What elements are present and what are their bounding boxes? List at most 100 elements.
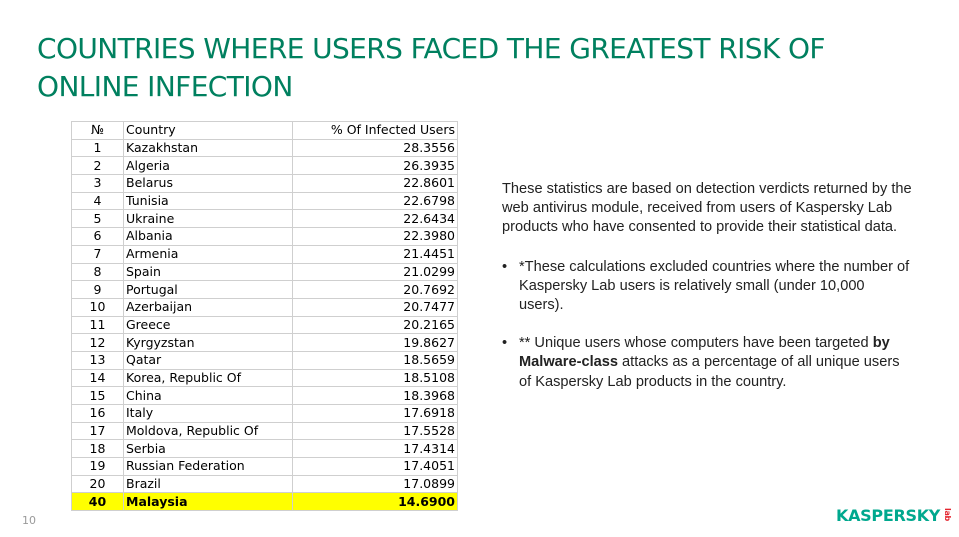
- header-number: №: [71, 121, 124, 140]
- header-country: Country: [123, 121, 293, 140]
- cell-percent: 21.0299: [292, 262, 458, 282]
- table-row: 40 Malaysia 14.6900: [71, 492, 458, 512]
- table-row: 5 Ukraine 22.6434: [71, 209, 458, 229]
- table-row: 7 Armenia 21.4451: [71, 244, 458, 264]
- cell-country: Russian Federation: [123, 457, 293, 476]
- cell-number: 12: [71, 333, 124, 352]
- cell-percent: 20.7692: [292, 280, 458, 299]
- cell-country: Brazil: [123, 474, 293, 494]
- cell-percent: 17.4051: [292, 457, 458, 476]
- logo-lab-mark: lab: [943, 508, 953, 521]
- table-row: 8 Spain 21.0299: [71, 262, 458, 282]
- table-row: 14 Korea, Republic Of 18.5108: [71, 368, 458, 388]
- table-row: 9 Portugal 20.7692: [71, 280, 458, 299]
- cell-number: 11: [71, 315, 124, 335]
- cell-country: Serbia: [123, 439, 293, 459]
- cell-percent: 22.6798: [292, 191, 458, 211]
- cell-country: Algeria: [123, 156, 293, 176]
- cell-country: Tunisia: [123, 191, 293, 211]
- table-row: 2 Algeria 26.3935: [71, 156, 458, 176]
- table-row: 18 Serbia 17.4314: [71, 439, 458, 459]
- cell-country: China: [123, 386, 293, 405]
- cell-number: 5: [71, 209, 124, 229]
- cell-number: 9: [71, 280, 124, 299]
- cell-number: 13: [71, 350, 124, 370]
- cell-number: 17: [71, 421, 124, 441]
- table-row: 15 China 18.3968: [71, 386, 458, 405]
- notes-list: • *These calculations excluded countries…: [502, 258, 912, 392]
- table-row: 20 Brazil 17.0899: [71, 474, 458, 494]
- cell-number: 6: [71, 227, 124, 246]
- cell-country: Malaysia: [123, 492, 293, 512]
- table-row: 11 Greece 20.2165: [71, 315, 458, 335]
- header-percent-infected: % Of Infected Users: [292, 121, 458, 140]
- cell-percent: 22.8601: [292, 174, 458, 193]
- note-text: *These calculations excluded countries w…: [519, 258, 910, 314]
- bullet-icon: •: [502, 258, 508, 275]
- table-header-row: № Country % Of Infected Users: [71, 121, 458, 140]
- cell-percent: 22.3980: [292, 227, 458, 246]
- cell-country: Moldova, Republic Of: [123, 421, 293, 441]
- note-text-after: attacks as a percentage of all unique us…: [519, 354, 900, 390]
- table-row: 4 Tunisia 22.6798: [71, 191, 458, 211]
- cell-number: 18: [71, 439, 124, 459]
- note-item: • ** Unique users whose computers have b…: [502, 334, 912, 392]
- note-text-before: ** Unique users whose computers have bee…: [519, 335, 873, 352]
- cell-number: 8: [71, 262, 124, 282]
- cell-country: Ukraine: [123, 209, 293, 229]
- cell-percent: 17.4314: [292, 439, 458, 459]
- cell-percent: 26.3935: [292, 156, 458, 176]
- note-item: • *These calculations excluded countries…: [502, 258, 912, 316]
- cell-percent: 17.5528: [292, 421, 458, 441]
- cell-percent: 21.4451: [292, 244, 458, 264]
- page-number: 10: [22, 514, 36, 527]
- cell-country: Qatar: [123, 350, 293, 370]
- cell-percent: 28.3556: [292, 138, 458, 158]
- cell-number: 1: [71, 138, 124, 158]
- slide-title: COUNTRIES WHERE USERS FACED THE GREATEST…: [37, 32, 826, 103]
- table-row: 12 Kyrgyzstan 19.8627: [71, 333, 458, 352]
- cell-country: Korea, Republic Of: [123, 368, 293, 388]
- table-body: 1 Kazakhstan 28.3556 2 Algeria 26.3935 3 Belaru…: [71, 138, 458, 512]
- cell-country: Azerbaijan: [123, 297, 293, 317]
- cell-percent: 17.0899: [292, 474, 458, 494]
- cell-number: 40: [71, 492, 124, 512]
- cell-country: Greece: [123, 315, 293, 335]
- cell-number: 20: [71, 474, 124, 494]
- cell-number: 15: [71, 386, 124, 405]
- logo-wordmark: KASPERSKY: [836, 506, 941, 525]
- cell-number: 10: [71, 297, 124, 317]
- cell-percent: 22.6434: [292, 209, 458, 229]
- table-row: 1 Kazakhstan 28.3556: [71, 138, 458, 158]
- table-row: 10 Azerbaijan 20.7477: [71, 297, 458, 317]
- cell-country: Armenia: [123, 244, 293, 264]
- cell-country: Spain: [123, 262, 293, 282]
- note-text-bold: by Malware-class: [519, 335, 890, 371]
- table-row: 19 Russian Federation 17.4051: [71, 457, 458, 476]
- cell-percent: 18.3968: [292, 386, 458, 405]
- cell-country: Belarus: [123, 174, 293, 193]
- cell-percent: 17.6918: [292, 404, 458, 423]
- cell-country: Kazakhstan: [123, 138, 293, 158]
- table-row: 17 Moldova, Republic Of 17.5528: [71, 421, 458, 441]
- table-row: 13 Qatar 18.5659: [71, 350, 458, 370]
- cell-number: 14: [71, 368, 124, 388]
- cell-percent: 20.2165: [292, 315, 458, 335]
- notes-intro: These statistics are based on detection …: [502, 181, 912, 236]
- cell-number: 19: [71, 457, 124, 476]
- cell-percent: 19.8627: [292, 333, 458, 352]
- cell-percent: 18.5659: [292, 350, 458, 370]
- table-row: 16 Italy 17.6918: [71, 404, 458, 423]
- cell-number: 16: [71, 404, 124, 423]
- cell-percent: 18.5108: [292, 368, 458, 388]
- cell-country: Albania: [123, 227, 293, 246]
- cell-percent: 14.6900: [292, 492, 458, 512]
- notes-panel: These statistics are based on detection …: [502, 180, 912, 411]
- bullet-icon: •: [502, 335, 508, 352]
- table-row: 3 Belarus 22.8601: [71, 174, 458, 193]
- infection-ranking-table: № Country % Of Infected Users 1 Kazakhsta…: [71, 121, 458, 512]
- cell-country: Kyrgyzstan: [123, 333, 293, 352]
- table-row: 6 Albania 22.3980: [71, 227, 458, 246]
- cell-country: Italy: [123, 404, 293, 423]
- cell-country: Portugal: [123, 280, 293, 299]
